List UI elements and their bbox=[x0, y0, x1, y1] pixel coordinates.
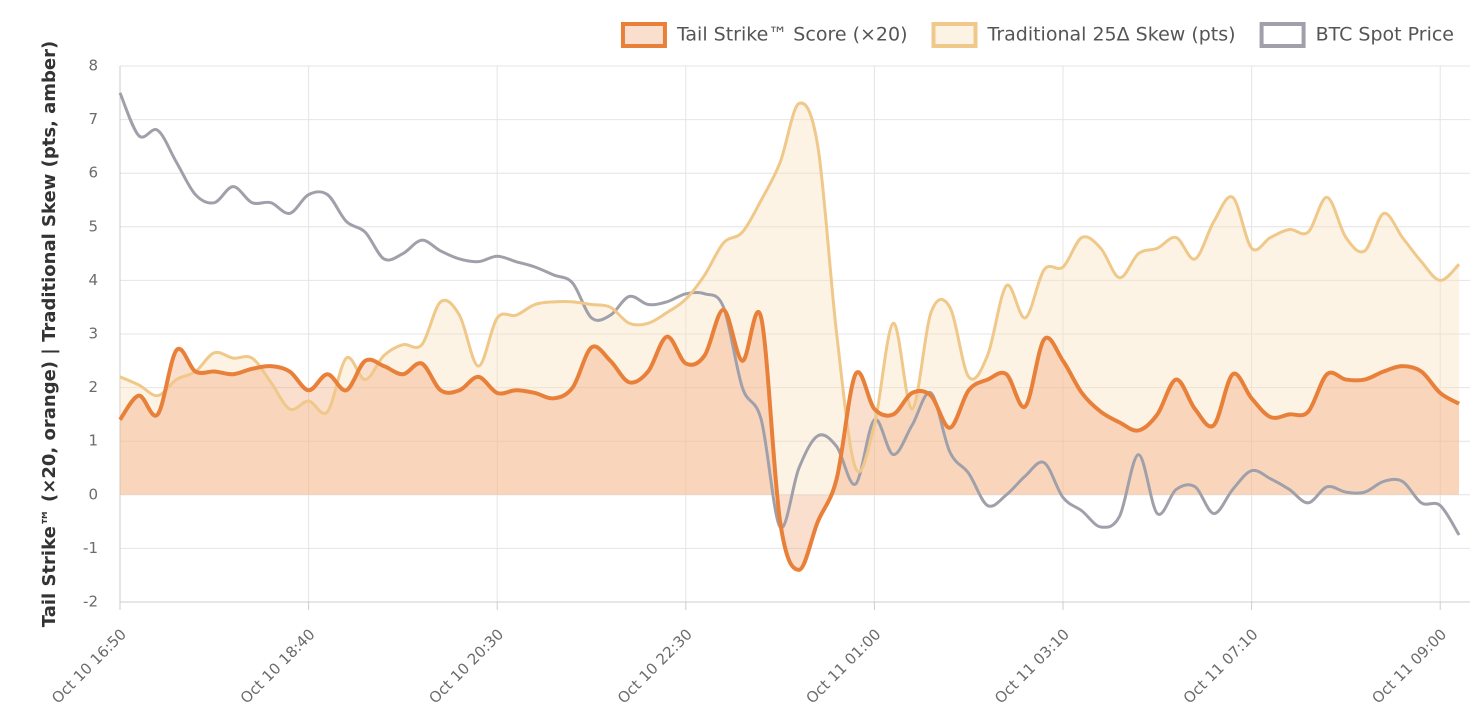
y-tick-label: 7 bbox=[88, 110, 98, 128]
x-tick-label: Oct 10 16:50 bbox=[48, 625, 130, 707]
x-tick-label: Oct 11 01:00 bbox=[803, 625, 885, 707]
y-tick-label: -1 bbox=[83, 539, 98, 557]
legend: BTC Spot Price Traditional 25Δ Skew (pts)… bbox=[620, 22, 1454, 48]
legend-swatch bbox=[931, 22, 978, 48]
legend-swatch bbox=[1259, 22, 1306, 48]
y-tick-label: -2 bbox=[83, 593, 98, 611]
series-line bbox=[119, 101, 1461, 473]
y-tick-label: 3 bbox=[88, 325, 98, 343]
area-fill bbox=[120, 103, 1460, 495]
y-axis-title: Tail Strike™ (×20, orange) | Traditional… bbox=[39, 41, 60, 628]
series-line bbox=[118, 307, 1461, 572]
x-tick-label: Oct 11 07:10 bbox=[1180, 625, 1262, 707]
x-tick-label: Oct 10 18:40 bbox=[237, 625, 319, 707]
legend-label[interactable]: BTC Spot Price bbox=[1316, 24, 1454, 46]
legend-label[interactable]: Traditional 25Δ Skew (pts) bbox=[987, 24, 1236, 46]
y-tick-label: 8 bbox=[88, 57, 98, 75]
x-tick-label: Oct 11 03:10 bbox=[991, 625, 1073, 707]
y-tick-label: 4 bbox=[88, 271, 98, 289]
legend-swatch bbox=[620, 22, 667, 48]
y-tick-label: 5 bbox=[88, 217, 98, 235]
x-tick-label: Oct 11 09:00 bbox=[1368, 625, 1450, 707]
area-fill bbox=[120, 309, 1460, 570]
x-tick-label: Oct 10 20:30 bbox=[425, 625, 507, 707]
y-tick-label: 1 bbox=[88, 432, 98, 450]
y-tick-label: 0 bbox=[88, 485, 98, 503]
legend-label[interactable]: Tail Strike™ Score (×20) bbox=[676, 24, 908, 46]
series-line bbox=[118, 92, 1461, 536]
y-tick-label: 2 bbox=[88, 378, 98, 396]
y-tick-label: 6 bbox=[88, 164, 98, 182]
x-tick-label: Oct 10 22:30 bbox=[614, 625, 696, 707]
